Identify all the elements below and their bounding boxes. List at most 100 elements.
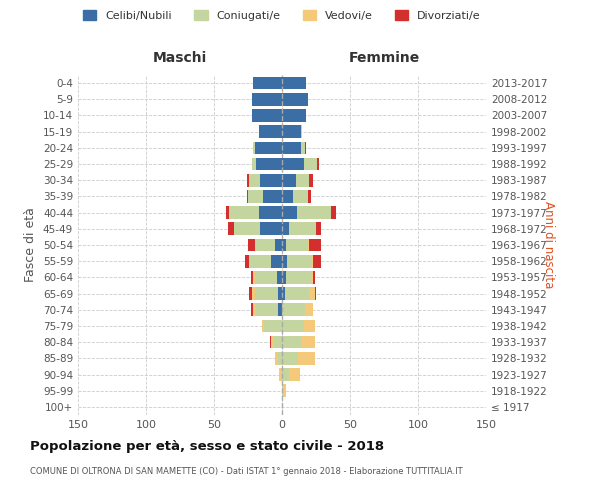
Bar [282,109,307,122]
Bar [278,288,282,300]
Bar [253,304,282,316]
Bar [250,174,282,186]
Bar [247,190,282,202]
Bar [279,368,282,381]
Bar [282,77,307,90]
Text: COMUNE DI OLTRONA DI SAN MAMETTE (CO) - Dati ISTAT 1° gennaio 2018 - Elaborazion: COMUNE DI OLTRONA DI SAN MAMETTE (CO) - … [30,468,463,476]
Bar [282,206,331,219]
Bar [282,174,309,186]
Bar [282,238,308,252]
Bar [282,77,307,90]
Bar [282,271,313,283]
Legend: Celibi/Nubili, Coniugati/e, Vedovi/e, Divorziati/e: Celibi/Nubili, Coniugati/e, Vedovi/e, Di… [79,6,485,25]
Bar [282,352,314,364]
Bar [282,174,309,186]
Bar [282,222,289,235]
Bar [282,190,308,202]
Bar [252,109,282,122]
Bar [227,222,282,235]
Bar [250,255,282,268]
Bar [252,93,282,106]
Bar [271,336,282,348]
Bar [282,206,297,219]
Bar [282,304,305,316]
Bar [282,288,285,300]
Bar [259,126,282,138]
Bar [255,142,282,154]
Bar [259,126,282,138]
Bar [248,190,282,202]
Text: Maschi: Maschi [153,51,207,65]
Bar [282,77,307,90]
Bar [235,222,282,235]
Bar [282,271,286,283]
Bar [260,174,282,186]
Bar [252,158,282,170]
Bar [282,142,301,154]
Bar [229,206,282,219]
Bar [226,206,282,219]
Bar [282,336,314,348]
Bar [282,93,308,106]
Bar [253,77,282,90]
Bar [282,320,314,332]
Text: Femmine: Femmine [349,51,419,65]
Bar [282,238,322,252]
Bar [282,174,313,186]
Bar [255,238,282,252]
Bar [282,288,316,300]
Bar [282,142,307,154]
Bar [282,222,316,235]
Bar [282,190,293,202]
Bar [282,368,289,381]
Bar [282,109,307,122]
Bar [282,368,299,381]
Bar [252,158,282,170]
Bar [252,109,282,122]
Bar [282,142,305,154]
Bar [282,368,299,381]
Bar [282,77,307,90]
Bar [282,158,304,170]
Bar [252,109,282,122]
Bar [279,368,282,381]
Bar [282,336,301,348]
Bar [252,158,282,170]
Bar [274,336,282,348]
Bar [282,238,309,252]
Bar [282,352,298,364]
Bar [263,190,282,202]
Bar [252,109,282,122]
Bar [282,255,322,268]
Bar [262,320,282,332]
Bar [259,126,282,138]
Bar [259,206,282,219]
Bar [282,109,307,122]
Bar [282,352,314,364]
Bar [282,238,286,252]
Bar [282,255,287,268]
Bar [277,271,282,283]
Bar [260,222,282,235]
Bar [252,93,282,106]
Bar [282,158,317,170]
Bar [252,93,282,106]
Bar [282,174,296,186]
Bar [282,190,311,202]
Bar [255,238,282,252]
Bar [282,255,312,268]
Text: Popolazione per età, sesso e stato civile - 2018: Popolazione per età, sesso e stato civil… [30,440,384,453]
Bar [278,304,282,316]
Bar [251,271,282,283]
Bar [247,174,282,186]
Bar [253,271,282,283]
Bar [282,190,308,202]
Bar [282,126,301,138]
Bar [282,255,313,268]
Bar [282,384,283,397]
Bar [271,255,282,268]
Bar [282,109,307,122]
Bar [282,288,314,300]
Bar [251,304,282,316]
Bar [282,158,319,170]
